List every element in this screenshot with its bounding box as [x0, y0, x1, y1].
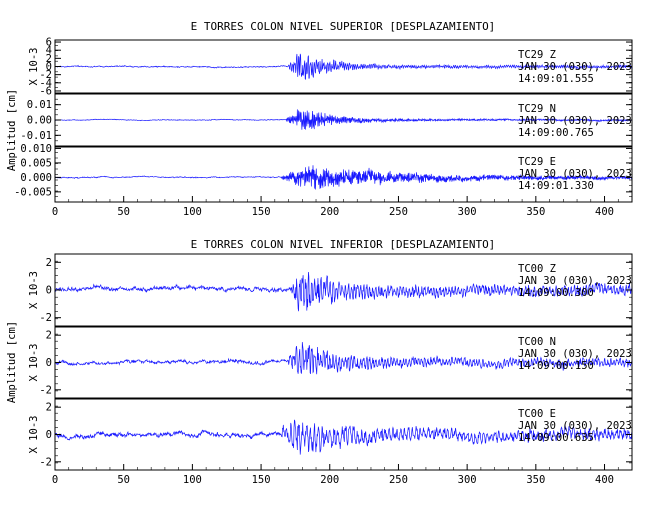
ytick-label: 6	[46, 37, 52, 49]
xtick-label: 300	[458, 474, 477, 486]
xtick-label: 400	[595, 474, 614, 486]
xtick-label: 100	[183, 206, 202, 218]
xtick-label: 100	[183, 474, 202, 486]
xtick-label: 300	[458, 206, 477, 218]
scale-label: X 10-3	[28, 344, 40, 382]
xtick-label: 0	[52, 474, 58, 486]
ytick-label: 0.010	[20, 143, 52, 155]
figure-title-inferior: E TORRES COLON NIVEL INFERIOR [DESPLAZAM…	[191, 238, 496, 251]
xtick-label: 0	[52, 206, 58, 218]
trace-line	[54, 53, 633, 80]
xtick-label: 150	[252, 206, 271, 218]
ytick-label: -2	[39, 69, 52, 81]
date-label: JAN 30 (030), 2023	[518, 115, 632, 127]
ytick-label: 2	[46, 257, 52, 269]
time-label: 14:09:01.555	[518, 73, 594, 85]
trace-line	[54, 271, 633, 312]
ytick-label: 0	[46, 285, 52, 297]
ytick-label: -0.01	[20, 130, 52, 142]
date-label: JAN 30 (030), 2023	[518, 348, 632, 360]
xtick-label: 150	[252, 474, 271, 486]
ytick-label: -2	[39, 384, 52, 396]
ytick-label: 0	[46, 61, 52, 73]
scale-label: X 10-3	[28, 416, 40, 454]
time-label: 14:09:00.765	[518, 127, 594, 139]
xtick-label: 200	[320, 474, 339, 486]
scale-label: X 10-3	[28, 271, 40, 309]
ytick-label: 0.005	[20, 157, 52, 169]
ytick-label: -4	[39, 77, 52, 89]
xaxis-inferior: 0 50 100 150 200 250 300 350 400	[52, 464, 633, 486]
channel-label: TC29 N	[518, 103, 556, 115]
xtick-label: 200	[320, 206, 339, 218]
figure-title-superior: E TORRES COLON NIVEL SUPERIOR [DESPLAZAM…	[191, 20, 496, 33]
figure-inferior: E TORRES COLON NIVEL INFERIOR [DESPLAZAM…	[6, 238, 633, 486]
trace-line	[54, 342, 633, 375]
date-label: JAN 30 (030), 2023	[518, 275, 632, 287]
time-label: 14:09:00.300	[518, 287, 594, 299]
ytick-label: -6	[39, 85, 52, 97]
trace-line	[54, 165, 633, 190]
time-label: 14:09:01.330	[518, 180, 594, 192]
ytick-label: -0.005	[14, 186, 52, 198]
ylabel-inferior: Amplitud [cm]	[6, 321, 18, 403]
xaxis-superior: 0 50 100 150 200 250 300 350 400	[52, 196, 633, 218]
date-label: JAN 30 (030), 2023	[518, 61, 632, 73]
channel-label: TC00 N	[518, 336, 556, 348]
ytick-label: 4	[46, 45, 52, 57]
ytick-label: 0.000	[20, 172, 52, 184]
scale-label: X 10-3	[28, 48, 40, 86]
ytick-label: 0	[46, 357, 52, 369]
date-label: JAN 30 (030), 2023	[518, 168, 632, 180]
channel-label: TC29 Z	[518, 49, 556, 61]
ytick-label: -2	[39, 456, 52, 468]
xtick-label: 400	[595, 206, 614, 218]
ytick-label: 2	[46, 53, 52, 65]
time-label: 14:09:00.635	[518, 432, 594, 444]
ylabel-superior: Amplitud [cm]	[6, 89, 18, 171]
ytick-label: -2	[39, 312, 52, 324]
time-label: 14:09:00.150	[518, 360, 594, 372]
channel-label: TC00 Z	[518, 263, 556, 275]
ytick-label: 2	[46, 402, 52, 414]
date-label: JAN 30 (030), 2023	[518, 420, 632, 432]
ytick-label: 2	[46, 330, 52, 342]
xtick-label: 350	[526, 474, 545, 486]
channel-label: TC29 E	[518, 156, 556, 168]
xtick-label: 50	[117, 206, 130, 218]
xtick-label: 250	[389, 206, 408, 218]
xtick-label: 50	[117, 474, 130, 486]
figure-superior: E TORRES COLON NIVEL SUPERIOR [DESPLAZAM…	[6, 20, 633, 218]
channel-label: TC00 E	[518, 408, 556, 420]
trace-line	[54, 109, 633, 130]
ytick-label: 0	[46, 429, 52, 441]
ytick-label: 0.01	[27, 99, 52, 111]
trace-line	[54, 419, 633, 455]
xtick-label: 250	[389, 474, 408, 486]
ytick-label: 0.00	[27, 115, 52, 127]
xtick-label: 350	[526, 206, 545, 218]
